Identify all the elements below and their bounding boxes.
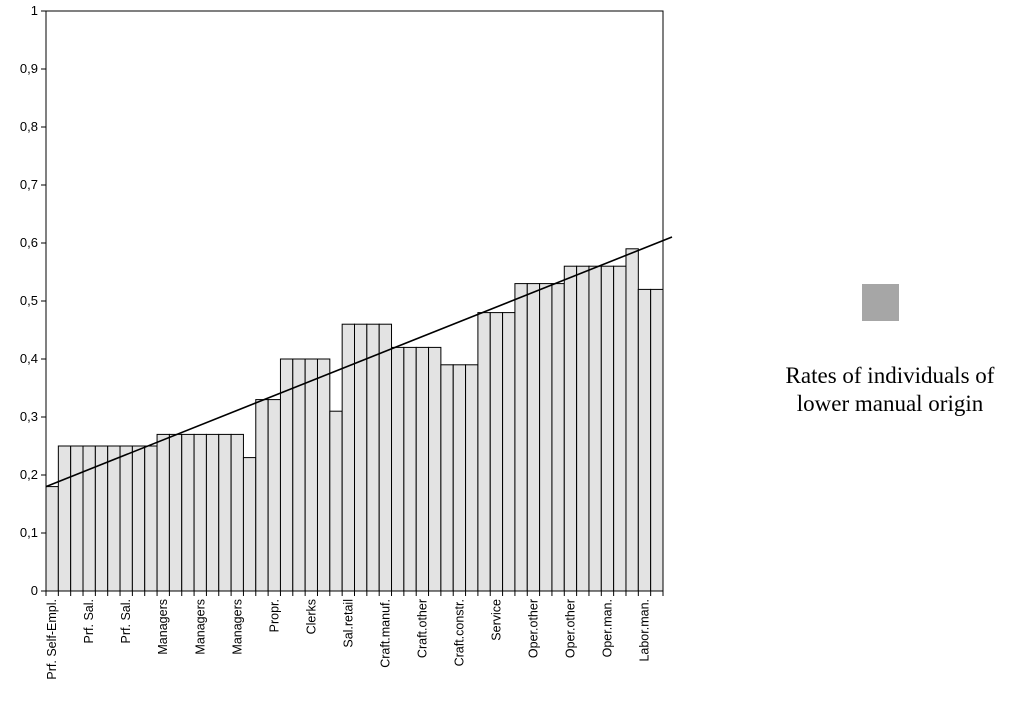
bar <box>403 346 417 592</box>
bar <box>378 323 393 592</box>
category-label: Managers <box>230 599 244 655</box>
bar <box>131 445 146 592</box>
bar <box>502 312 516 592</box>
bar <box>391 346 405 592</box>
bar <box>354 323 368 592</box>
bar <box>563 265 578 592</box>
y-tick-label: 0,3 <box>20 409 38 424</box>
bar <box>279 358 294 592</box>
x-axis: Prf. Self-Empl. Prf. Sal. Prf. Sal. Manager… <box>45 591 664 680</box>
bar <box>119 445 133 592</box>
category-label: Managers <box>156 599 170 655</box>
bar <box>637 288 652 592</box>
category-label: Craft.constr. <box>452 599 466 666</box>
bar <box>514 283 528 592</box>
y-tick-label: 0,8 <box>20 119 38 134</box>
bar <box>329 410 343 592</box>
bar <box>193 433 207 592</box>
category-label: Prf. Self-Empl. <box>45 599 59 680</box>
bar <box>600 265 615 592</box>
bar <box>366 323 380 592</box>
bar <box>230 433 244 592</box>
trendline <box>45 236 673 488</box>
bar <box>156 433 170 592</box>
y-tick-label: 0,1 <box>20 525 38 540</box>
y-tick-label: 0 <box>31 583 38 598</box>
y-tick-label: 0,9 <box>20 61 38 76</box>
bar <box>539 283 553 592</box>
category-label: Managers <box>193 599 207 655</box>
category-label: Propr. <box>267 599 281 632</box>
bar <box>526 283 541 592</box>
bar <box>70 445 84 592</box>
bar <box>205 433 220 592</box>
category-label: Oper.man. <box>600 599 614 657</box>
bar <box>255 399 269 592</box>
y-tick-label: 1 <box>31 3 38 18</box>
bar <box>292 358 306 592</box>
category-label: Craft.other <box>415 599 429 658</box>
bar <box>551 283 565 592</box>
bar <box>57 445 72 592</box>
y-tick-label: 0,5 <box>20 293 38 308</box>
category-label: Prf. Sal. <box>82 599 96 643</box>
bar <box>242 457 257 592</box>
y-tick-label: 0,4 <box>20 351 38 366</box>
legend-label-line2: lower manual origin <box>796 391 984 416</box>
bar <box>168 433 183 592</box>
legend-swatch <box>862 284 899 321</box>
bar <box>316 358 331 592</box>
y-axis: 0 0,1 0,2 0,3 0,4 0,5 0,6 0,7 0,8 0,9 1 <box>20 3 46 598</box>
bar <box>477 312 491 592</box>
category-label: Craft.manuf. <box>378 599 392 668</box>
bar <box>650 288 664 592</box>
bars <box>45 248 664 592</box>
bar <box>415 346 430 592</box>
trendline-path <box>45 236 673 488</box>
bar <box>181 433 195 592</box>
bar <box>440 364 454 592</box>
category-label: Labor.man. <box>637 599 651 662</box>
bar <box>576 265 590 592</box>
bar <box>613 265 627 592</box>
y-tick-label: 0,6 <box>20 235 38 250</box>
bar <box>465 364 479 592</box>
category-label: Service <box>489 599 503 641</box>
bar <box>452 364 467 592</box>
bar <box>45 486 59 592</box>
bar <box>94 445 109 592</box>
bar <box>267 399 281 592</box>
bar <box>489 312 504 592</box>
bar <box>304 358 318 592</box>
category-label: Clerks <box>304 599 318 634</box>
category-label: Sal.retail <box>341 599 355 648</box>
y-tick-label: 0,7 <box>20 177 38 192</box>
legend-label: Rates of individuals of lower manual ori… <box>745 362 1031 418</box>
bar <box>218 433 232 592</box>
legend-label-line1: Rates of individuals of <box>785 363 995 388</box>
bar <box>625 248 639 592</box>
bar <box>428 346 442 592</box>
category-label: Prf. Sal. <box>119 599 133 643</box>
bar <box>144 445 158 592</box>
y-tick-label: 0,2 <box>20 467 38 482</box>
bar <box>588 265 602 592</box>
bar <box>107 445 121 592</box>
category-label: Oper.other <box>526 599 540 658</box>
category-label: Oper.other <box>563 599 577 658</box>
